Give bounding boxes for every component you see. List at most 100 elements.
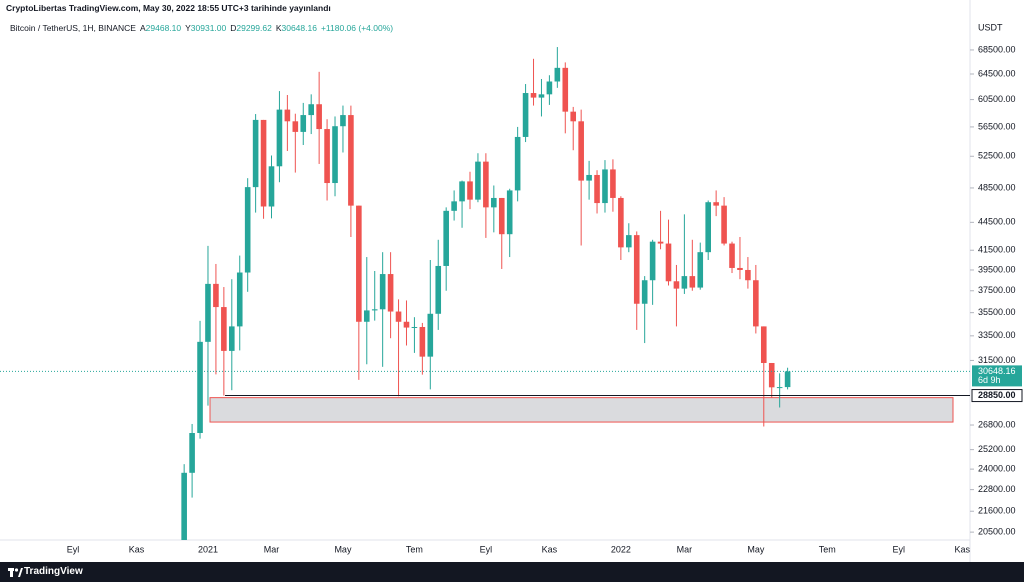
candle-body <box>229 326 235 351</box>
x-tick-label: Eyl <box>893 544 906 554</box>
candle-body <box>697 252 704 288</box>
candle-body <box>276 109 283 167</box>
candle-body <box>618 197 624 248</box>
candle-body <box>776 387 783 389</box>
candle-body <box>602 169 608 204</box>
candle-body <box>236 272 243 327</box>
candle-body <box>562 67 569 112</box>
change: +1180.06 (+4.00%) <box>320 23 394 33</box>
ohlc-key: D <box>230 23 237 33</box>
legend: Bitcoin / TetherUS, 1H, BINANCE A29468.1… <box>10 23 393 33</box>
candle-body <box>379 274 386 310</box>
y-tick-label: 25200.00 <box>978 444 1016 454</box>
y-tick-label: 52500.00 <box>978 151 1016 161</box>
y-tick-label: 48500.00 <box>978 182 1016 192</box>
y-tick-label: 60500.00 <box>978 94 1016 104</box>
candle-body <box>371 309 378 311</box>
candle-body <box>689 276 696 288</box>
x-tick-label: 2022 <box>611 544 631 554</box>
ohlc-item: A29468.10 <box>140 23 181 33</box>
candle-body <box>641 280 648 304</box>
ohlc-value: 30931.00 <box>190 23 227 33</box>
x-tick-label: Tem <box>406 544 423 554</box>
candle-body <box>443 210 449 266</box>
x-tick-label: 2021 <box>198 544 218 554</box>
candle-body <box>753 280 759 327</box>
candle-body <box>213 283 219 308</box>
candle-body <box>284 109 291 122</box>
candle-body <box>514 136 521 191</box>
x-tick-label: Mar <box>264 544 280 554</box>
candle-body <box>459 181 465 202</box>
candle-body <box>713 202 719 206</box>
ohlc-key: A <box>139 23 146 33</box>
candle-body <box>411 326 418 328</box>
y-tick-label: 44500.00 <box>978 217 1016 227</box>
candle-body <box>554 67 561 82</box>
y-tick-label: 56500.00 <box>978 121 1016 131</box>
candle-body <box>316 104 322 130</box>
candle-body <box>705 202 711 253</box>
candle-body <box>498 197 505 235</box>
candle-body <box>252 119 259 188</box>
x-tick-label: Eyl <box>480 544 493 554</box>
candle-body <box>578 121 584 181</box>
candle-body <box>268 166 275 207</box>
ohlc-value: 30648.16 <box>281 23 317 33</box>
y-tick-label: 68500.00 <box>978 44 1016 54</box>
candle-body <box>467 181 473 200</box>
candle-body <box>721 205 727 244</box>
candle-body <box>451 201 457 211</box>
candle-body <box>649 241 656 281</box>
candle-body <box>483 161 489 208</box>
y-tick-label: 35500.00 <box>978 307 1016 317</box>
y-tick-label: 21600.00 <box>978 506 1016 516</box>
candle-body <box>538 94 545 98</box>
x-tick-label: May <box>747 544 765 554</box>
candle-body <box>530 93 537 98</box>
candle-body <box>205 283 211 342</box>
candle-body <box>610 169 616 198</box>
y-tick-label: 39500.00 <box>978 264 1016 274</box>
y-tick-label: 31500.00 <box>978 355 1016 365</box>
ohlc-item: Y30931.00 <box>185 23 226 33</box>
x-tick-label: Kas <box>129 544 145 554</box>
candle-body <box>308 104 314 116</box>
candle-body <box>300 115 307 132</box>
candle-body <box>260 119 267 207</box>
x-tick-label: Kas <box>955 544 971 554</box>
y-axis-unit: USDT <box>978 22 1003 32</box>
candle-body <box>546 81 553 95</box>
candle-body <box>292 121 299 132</box>
ohlc-value: 29468.10 <box>145 23 182 33</box>
candle-body <box>491 197 497 208</box>
candle-body <box>673 281 680 289</box>
candle-body <box>665 243 672 282</box>
candle-body <box>594 174 600 204</box>
candle-body <box>586 174 592 181</box>
candle-body <box>387 274 394 312</box>
candle-body <box>737 267 743 270</box>
plot <box>181 47 954 540</box>
candle-body <box>657 241 664 244</box>
candle-body <box>729 243 735 268</box>
candle-body <box>768 362 775 388</box>
candle-body <box>348 115 354 206</box>
candle-body <box>475 161 481 200</box>
candle-body <box>427 313 434 357</box>
chart: USDT 68500.00 64500.00 60500.00 56500.00 5250… <box>0 0 1023 562</box>
candle-body <box>419 326 426 357</box>
candle-body <box>189 433 195 473</box>
candle-body <box>403 321 410 328</box>
candle-body <box>340 115 346 127</box>
candle-body <box>356 205 362 322</box>
x-tick-label: Kas <box>542 544 558 554</box>
candle-body <box>332 126 338 184</box>
ohlc-value: 29299.62 <box>236 23 272 33</box>
candle-body <box>221 307 227 351</box>
y-tick-label: 24000.00 <box>978 463 1016 473</box>
publish-note: CryptoLibertas TradingView.com, May 30, … <box>6 3 331 13</box>
candle-body <box>681 276 688 289</box>
candle-body <box>324 129 330 184</box>
